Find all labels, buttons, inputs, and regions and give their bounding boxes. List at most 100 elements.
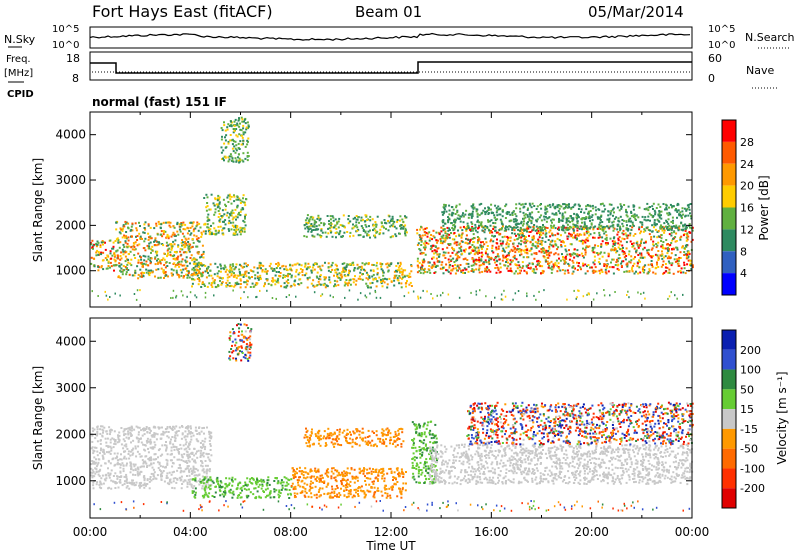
heatmap-cell (117, 486, 120, 489)
heatmap-cell (665, 206, 668, 209)
heatmap-cell (256, 271, 259, 274)
heatmap-cell (643, 246, 646, 249)
heatmap-cell (676, 216, 678, 219)
heatmap-cell (240, 116, 243, 119)
heatmap-cell (134, 248, 137, 251)
heatmap-cell (549, 243, 552, 246)
heatmap-cell (356, 226, 359, 229)
heatmap-cell (472, 260, 475, 262)
heatmap-cell (597, 217, 600, 220)
heatmap-cell (230, 202, 233, 205)
heatmap-cell (187, 241, 190, 243)
heatmap-cell (106, 432, 109, 435)
heatmap-cell (216, 266, 219, 269)
heatmap-cell (441, 236, 444, 239)
heatmap-cell (100, 447, 102, 450)
heatmap-cell (605, 236, 608, 239)
heatmap-cell (548, 231, 551, 234)
heatmap-cell (166, 482, 169, 485)
heatmap-cell (331, 268, 334, 271)
heatmap-cell (525, 228, 528, 230)
heatmap-cell (329, 281, 332, 284)
heatmap-cell (395, 265, 398, 267)
heatmap-cell (383, 226, 385, 229)
heatmap-cell (638, 226, 641, 229)
heatmap-cell (202, 264, 205, 267)
heatmap-cell (424, 244, 427, 247)
heatmap-cell (681, 246, 683, 249)
heatmap-cell (130, 429, 133, 432)
heatmap-cell (472, 233, 475, 236)
heatmap-cell (232, 232, 235, 235)
heatmap-cell (453, 218, 456, 221)
heatmap-cell (209, 263, 212, 266)
heatmap-cell (187, 227, 190, 230)
heatmap-cell (226, 196, 229, 199)
heatmap-cell (180, 459, 183, 462)
heatmap-cell (514, 263, 517, 266)
heatmap-cell (529, 215, 532, 218)
heatmap-cell (560, 245, 563, 248)
heatmap-cell (338, 272, 341, 275)
heatmap-cell (637, 254, 640, 256)
heatmap-cell (448, 229, 451, 231)
heatmap-cell (108, 450, 111, 453)
heatmap-cell (98, 486, 101, 489)
heatmap-cell (230, 268, 233, 271)
heatmap-cell (182, 480, 185, 483)
heatmap-cell (398, 265, 401, 267)
heatmap-cell (163, 272, 166, 275)
heatmap-cell (621, 222, 624, 225)
heatmap-cell (190, 483, 193, 486)
heatmap-cell (425, 242, 428, 244)
heatmap-cell (127, 430, 130, 433)
heatmap-cell (178, 426, 181, 429)
heatmap-cell (537, 259, 540, 262)
heatmap-cell (112, 457, 115, 460)
heatmap-cell (356, 229, 359, 232)
heatmap-cell (593, 255, 596, 258)
heatmap-cell (142, 247, 145, 250)
heatmap-cell (282, 276, 284, 279)
heatmap-cell (666, 221, 669, 223)
heatmap-cell (600, 215, 603, 218)
heatmap-cell (281, 265, 284, 268)
heatmap-cell (686, 234, 689, 237)
heatmap-cell (199, 454, 202, 457)
heatmap-cell (583, 233, 586, 236)
heatmap-cell (439, 267, 442, 270)
heatmap-cell (658, 216, 661, 219)
heatmap-cell (148, 274, 151, 277)
heatmap-cell (222, 277, 224, 280)
heatmap-cell (460, 215, 463, 218)
heatmap-cell (600, 245, 603, 248)
heatmap-cell (490, 211, 493, 214)
heatmap-cell (192, 262, 195, 265)
heatmap-cell (365, 225, 368, 228)
heatmap-cell (603, 204, 606, 207)
heatmap-cell (574, 252, 577, 255)
heatmap-cell (567, 217, 570, 220)
heatmap-cell (134, 468, 137, 471)
heatmap-cell (523, 214, 526, 217)
heatmap-cell (562, 258, 565, 261)
heatmap-cell (147, 458, 150, 460)
heatmap-cell (612, 242, 615, 245)
heatmap-cell (133, 274, 136, 277)
heatmap-cell (647, 229, 650, 231)
heatmap-cell (196, 474, 199, 477)
heatmap-cell (625, 241, 628, 244)
heatmap-cell (390, 280, 393, 283)
heatmap-cell (667, 250, 670, 253)
heatmap-cell (311, 218, 314, 221)
heatmap-cell (455, 204, 458, 207)
heatmap-cell (574, 267, 576, 270)
heatmap-cell (509, 213, 512, 216)
nsearch-label: N.Search (745, 31, 795, 44)
heatmap-cell (123, 269, 126, 272)
heatmap-cell (107, 260, 110, 263)
heatmap-cell (237, 228, 240, 231)
heatmap-cell (442, 234, 445, 237)
heatmap-cell (593, 236, 596, 239)
heatmap-cell (467, 265, 470, 268)
